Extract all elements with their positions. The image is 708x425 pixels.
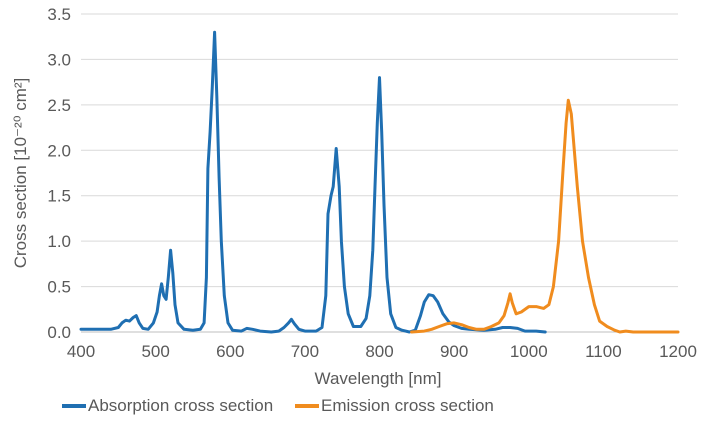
x-tick-label: 500 (141, 342, 169, 361)
x-tick-label: 400 (67, 342, 95, 361)
x-tick-label: 700 (291, 342, 319, 361)
x-tick-label: 800 (365, 342, 393, 361)
legend-label: Absorption cross section (88, 396, 273, 415)
y-tick-label: 2.0 (47, 141, 71, 160)
y-tick-label: 3.5 (47, 5, 71, 24)
x-tick-label: 1200 (659, 342, 697, 361)
y-tick-label: 1.5 (47, 187, 71, 206)
gridlines (81, 13, 678, 288)
y-tick-label: 0.0 (47, 323, 71, 342)
y-axis-title: Cross section [10⁻²⁰ cm²] (11, 78, 30, 269)
x-axis-ticks: 400 500 600 700 800 900 1000 1100 1200 (67, 342, 697, 361)
y-tick-label: 2.5 (47, 96, 71, 115)
series-lines (79, 30, 680, 334)
y-tick-label: 3.0 (47, 50, 71, 69)
x-tick-label: 900 (440, 342, 468, 361)
legend-label: Emission cross section (321, 396, 494, 415)
x-tick-label: 1100 (585, 342, 622, 361)
y-tick-label: 0.5 (47, 278, 71, 297)
series-line-absorption (79, 30, 547, 334)
x-axis-title: Wavelength [nm] (315, 369, 442, 388)
legend: Absorption cross section Emission cross s… (62, 396, 494, 415)
x-tick-label: 1000 (510, 342, 548, 361)
x-tick-label: 600 (216, 342, 244, 361)
series-line-emission (410, 98, 680, 334)
y-tick-label: 1.0 (47, 232, 71, 251)
y-axis-ticks: 0.0 0.5 1.0 1.5 2.0 2.5 3.0 3.5 (47, 5, 71, 342)
